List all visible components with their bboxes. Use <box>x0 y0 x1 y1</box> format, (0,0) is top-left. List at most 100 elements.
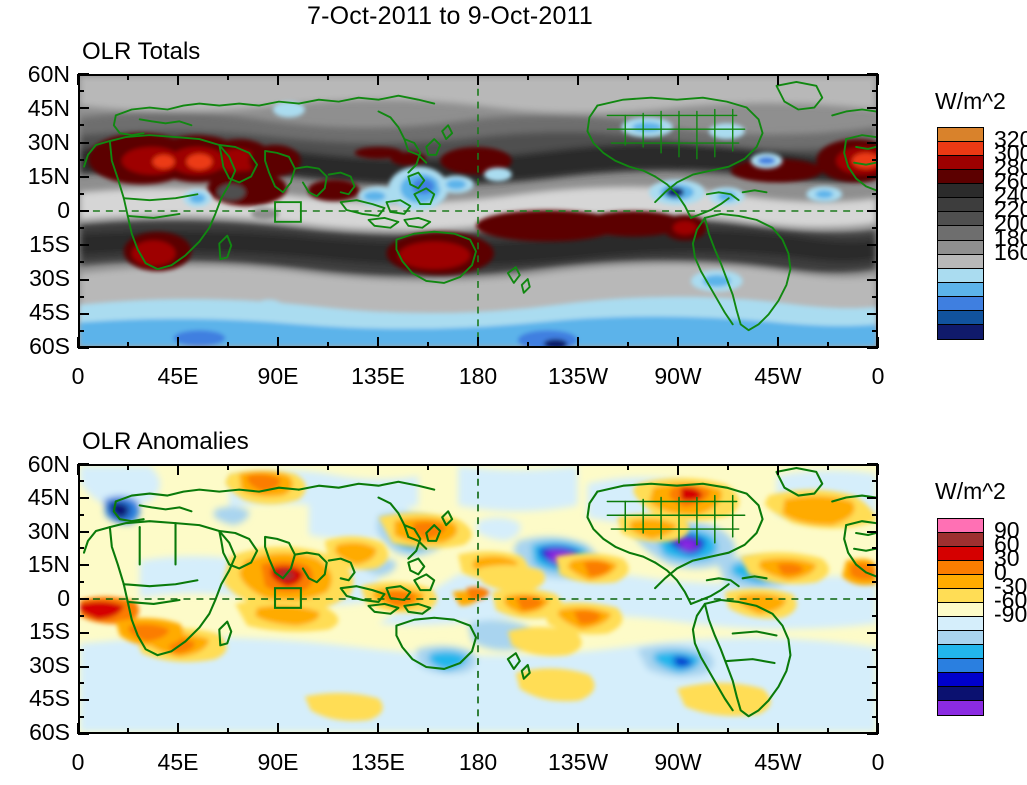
axis-tick <box>872 227 878 230</box>
axis-tick <box>477 723 479 734</box>
colorbar-band <box>938 631 983 645</box>
colorbar-tick-label: 220 <box>994 196 1027 223</box>
colorbar-units-totals: W/m^2 <box>935 88 1006 114</box>
axis-tick <box>78 614 84 617</box>
colorbar-band <box>938 659 983 673</box>
axis-tick <box>872 547 878 550</box>
region-box-anomalies <box>273 587 302 609</box>
axis-tick <box>78 329 84 332</box>
colorbar-band <box>938 561 983 575</box>
axis-tick <box>877 74 879 85</box>
colorbar-band <box>938 589 983 603</box>
colorbar-tick-label: 280 <box>994 154 1027 181</box>
axis-tick <box>78 479 84 482</box>
axis-tick <box>77 723 79 734</box>
axis-tick <box>867 665 878 668</box>
colorbar-band <box>938 128 983 143</box>
colorbar-band <box>938 519 983 533</box>
axis-tick <box>867 278 878 281</box>
axis-tick <box>78 564 89 567</box>
axis-tick <box>78 141 89 144</box>
axis-tick <box>877 464 879 475</box>
axis-tick <box>277 74 279 85</box>
colorbar-band <box>938 673 983 687</box>
map-plot-totals[interactable] <box>78 74 878 348</box>
axis-tick <box>777 74 779 85</box>
axis-tick <box>427 728 429 734</box>
colorbar-tick-label: -60 <box>994 587 1027 613</box>
xtick-label-45w-bot: 45W <box>754 749 802 775</box>
colorbar-tick-label: -90 <box>994 601 1027 627</box>
axis-tick <box>77 74 79 85</box>
axis-tick <box>867 73 878 75</box>
axis-tick <box>872 329 878 332</box>
axis-tick <box>867 210 878 212</box>
axis-tick <box>872 261 878 264</box>
axis-tick <box>867 141 878 144</box>
axis-tick <box>77 464 79 475</box>
axis-tick <box>227 342 229 348</box>
axis-tick <box>867 530 878 533</box>
map-plot-anomalies[interactable] <box>78 464 878 734</box>
axis-tick <box>127 74 129 80</box>
axis-tick <box>877 337 879 348</box>
map-canvas-anomalies <box>80 466 876 732</box>
axis-tick <box>78 347 89 349</box>
axis-tick <box>527 342 529 348</box>
axis-tick <box>777 337 779 348</box>
axis-tick <box>78 192 84 195</box>
xtick-label-180-bot: 180 <box>458 749 498 775</box>
axis-tick <box>78 547 84 550</box>
ytick-label-45n-top: 45N <box>27 95 70 121</box>
axis-tick <box>727 74 729 80</box>
colorbar-band <box>938 645 983 659</box>
colorbar-tick-label: 240 <box>994 182 1027 209</box>
axis-tick <box>872 90 878 93</box>
colorbar-units-anomalies: W/m^2 <box>935 478 1006 504</box>
coastlines-anomalies <box>82 466 876 718</box>
axis-tick <box>377 464 379 475</box>
axis-tick <box>872 158 878 161</box>
axis-tick <box>827 464 829 470</box>
axis-tick <box>872 614 878 617</box>
xtick-label-135w-top: 135W <box>548 363 609 389</box>
axis-tick <box>78 496 89 499</box>
axis-tick <box>872 192 878 195</box>
colorbar-band <box>938 170 983 185</box>
colorbar-tick-label: -30 <box>994 573 1027 599</box>
axis-tick <box>477 74 479 85</box>
axis-tick <box>377 723 379 734</box>
axis-tick <box>227 74 229 80</box>
xtick-label-45e-bot: 45E <box>157 749 199 775</box>
axis-tick <box>527 74 529 80</box>
ytick-label-45s-top: 45S <box>29 299 70 325</box>
axis-tick <box>227 464 229 470</box>
axis-tick <box>227 728 229 734</box>
axis-tick <box>78 598 89 600</box>
axis-tick <box>127 342 129 348</box>
axis-tick <box>78 261 84 264</box>
axis-tick <box>477 464 479 475</box>
axis-tick <box>677 337 679 348</box>
page-title: 7-Oct-2011 to 9-Oct-2011 <box>307 2 593 30</box>
axis-tick <box>78 295 84 298</box>
axis-tick <box>867 631 878 634</box>
xtick-label-90e-top: 90E <box>257 363 299 389</box>
colorbar-band <box>938 142 983 157</box>
axis-tick <box>78 665 89 668</box>
ytick-label-60n-bot: 60N <box>27 451 70 477</box>
axis-tick <box>577 723 579 734</box>
axis-tick <box>872 648 878 651</box>
axis-tick <box>872 295 878 298</box>
colorbar-tick-label: 90 <box>994 517 1020 543</box>
axis-tick <box>627 342 629 348</box>
axis-tick <box>867 244 878 247</box>
axis-tick <box>78 124 84 127</box>
axis-tick <box>627 74 629 80</box>
axis-tick <box>377 74 379 85</box>
ytick-label-30n-top: 30N <box>27 129 70 155</box>
axis-tick <box>627 464 629 470</box>
colorbar-anomalies <box>937 518 984 716</box>
axis-tick <box>277 464 279 475</box>
axis-tick <box>777 464 779 475</box>
